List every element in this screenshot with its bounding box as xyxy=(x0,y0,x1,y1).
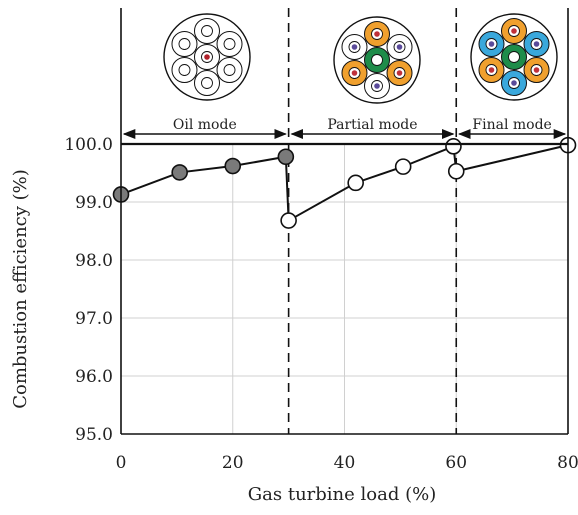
nozzle-dot xyxy=(226,41,233,47)
data-point xyxy=(224,157,242,175)
nozzle-dot xyxy=(396,70,403,76)
x-tick-label: 60 xyxy=(445,453,467,473)
y-tick-label: 99.0 xyxy=(75,193,113,213)
x-axis-title: Gas turbine load (%) xyxy=(248,484,436,505)
nozzle-dot xyxy=(181,67,188,73)
grid-lines xyxy=(121,143,568,434)
nozzle-dot xyxy=(488,41,495,47)
data-point xyxy=(347,174,364,192)
nozzle-dot xyxy=(374,31,380,37)
nozzle-dot xyxy=(396,44,403,50)
final-mode-burner-diagram xyxy=(470,13,558,101)
mode-label: Partial mode xyxy=(327,117,417,133)
y-tick-label: 96.0 xyxy=(75,367,113,387)
data-point xyxy=(280,212,297,229)
x-tick-label: 80 xyxy=(557,453,578,473)
data-point xyxy=(171,164,188,181)
partial-mode-burner-diagram xyxy=(333,16,421,104)
x-tick-label: 20 xyxy=(222,453,244,473)
mode-label: Final mode xyxy=(472,117,551,133)
data-point xyxy=(445,138,462,155)
nozzle-dot xyxy=(374,57,380,63)
series-line xyxy=(120,155,287,196)
series-line xyxy=(456,144,569,173)
x-tick-label: 40 xyxy=(334,453,356,473)
nozzle-dot xyxy=(204,28,210,34)
mode-switch-connector xyxy=(284,156,290,221)
y-tick-label: 98.0 xyxy=(75,251,113,271)
data-point xyxy=(277,148,295,166)
axes xyxy=(120,8,569,435)
data-series xyxy=(112,136,577,229)
nozzle-dot xyxy=(351,44,358,50)
nozzle-dot xyxy=(511,80,517,86)
nozzle-dot xyxy=(488,67,495,73)
y-tick-label: 97.0 xyxy=(75,309,113,329)
mode-annotations: Oil mode Partial mode Final mode xyxy=(122,8,567,434)
nozzle-dot xyxy=(204,80,210,86)
data-point xyxy=(447,162,465,180)
nozzle-dot xyxy=(204,54,210,60)
tick-labels: 95.0 96.0 97.0 98.0 99.0 100.0 0 20 40 60 80 xyxy=(64,135,578,473)
mode-label: Oil mode xyxy=(173,117,237,133)
oil-mode-burner-diagram xyxy=(163,13,251,101)
nozzle-dot xyxy=(226,67,233,73)
series-line xyxy=(288,145,454,222)
nozzle-dot xyxy=(181,41,188,47)
y-tick-label: 95.0 xyxy=(75,425,113,445)
nozzle-dot xyxy=(374,83,380,89)
nozzle-dot xyxy=(533,67,540,73)
nozzle-dot xyxy=(511,28,517,34)
data-point xyxy=(394,158,412,175)
y-tick-label: 100.0 xyxy=(64,135,113,155)
nozzle-dot xyxy=(511,54,517,60)
nozzle-dot xyxy=(533,41,540,47)
y-axis-title: Combustion efficiency (%) xyxy=(10,169,31,409)
nozzle-dot xyxy=(351,70,358,76)
x-tick-label: 0 xyxy=(116,453,127,473)
